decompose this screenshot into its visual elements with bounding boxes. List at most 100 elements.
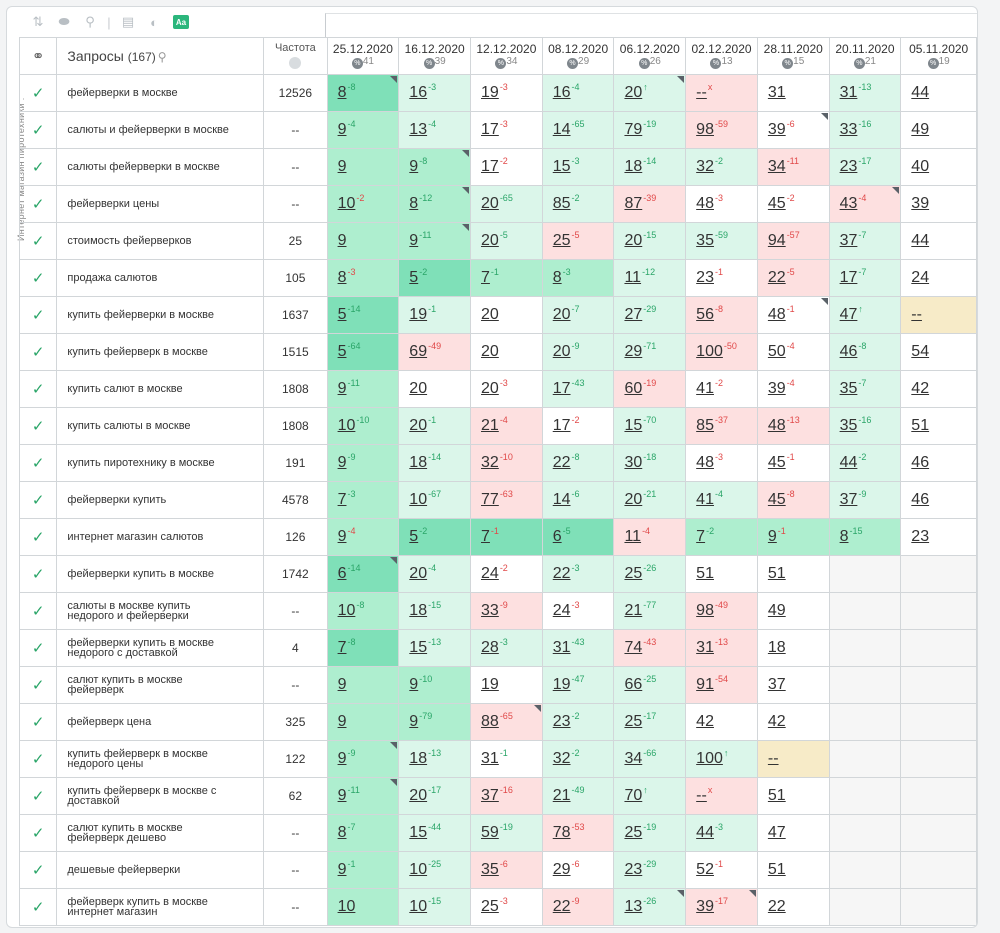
position-link[interactable]: 37 xyxy=(767,676,786,693)
position-cell[interactable]: 5-2 xyxy=(398,518,472,556)
date-column-header[interactable]: 08.12.2020% 29 xyxy=(541,37,615,75)
position-cell[interactable]: 15-3 xyxy=(541,148,615,186)
check-icon[interactable]: ✓ xyxy=(18,259,58,297)
check-icon[interactable]: ✓ xyxy=(18,74,58,112)
position-cell[interactable]: 79-19 xyxy=(613,111,687,149)
queries-header[interactable]: Запросы (167) ⚲ xyxy=(56,37,265,75)
position-link[interactable]: 8 xyxy=(337,824,347,841)
position-cell[interactable]: 13-4 xyxy=(398,111,472,149)
position-cell[interactable]: 8-12 xyxy=(398,185,472,223)
position-cell[interactable]: 10-8 xyxy=(326,592,400,630)
position-link[interactable]: 46 xyxy=(911,454,930,471)
position-link[interactable]: 6 xyxy=(337,565,347,582)
position-link[interactable]: 24 xyxy=(481,565,499,582)
position-cell[interactable]: 18-14 xyxy=(613,148,687,186)
query-cell[interactable]: фейерверк купить в москве интернет магази… xyxy=(56,888,265,926)
position-link[interactable]: 66 xyxy=(624,676,643,693)
position-cell[interactable]: 98-59 xyxy=(685,111,758,149)
position-cell[interactable]: 46-8 xyxy=(828,333,902,371)
position-link[interactable]: 16 xyxy=(409,84,428,101)
link-header-icon[interactable]: ⚭ xyxy=(18,37,58,75)
position-cell[interactable]: 77-63 xyxy=(470,481,543,519)
position-cell[interactable]: 8-3 xyxy=(326,259,400,297)
position-link[interactable]: 32 xyxy=(696,158,714,175)
position-cell[interactable]: 20-7 xyxy=(541,296,615,334)
position-link[interactable]: 31 xyxy=(839,84,858,101)
position-link[interactable]: 51 xyxy=(911,417,930,434)
check-icon[interactable]: ✓ xyxy=(18,185,58,223)
position-cell[interactable]: 20 xyxy=(470,296,543,334)
position-link[interactable]: 44 xyxy=(911,232,930,249)
position-cell[interactable]: 9-11 xyxy=(326,777,400,815)
position-link[interactable]: 48 xyxy=(767,306,786,323)
position-link[interactable]: 16 xyxy=(552,84,571,101)
position-link[interactable]: 32 xyxy=(481,454,499,471)
position-cell[interactable]: 24-3 xyxy=(541,592,615,630)
position-cell[interactable]: 87-39 xyxy=(613,185,687,223)
position-link[interactable]: 15 xyxy=(552,158,571,175)
position-cell[interactable]: 35-7 xyxy=(828,370,902,408)
position-link[interactable]: 98 xyxy=(696,121,714,138)
date-column-header[interactable]: 16.12.2020% 39 xyxy=(398,37,472,75)
position-link[interactable]: 29 xyxy=(624,343,643,360)
position-cell[interactable]: 8-8 xyxy=(326,74,400,112)
position-link[interactable]: 69 xyxy=(409,343,428,360)
position-link[interactable]: -- xyxy=(696,787,707,804)
position-link[interactable]: 51 xyxy=(767,565,786,582)
position-cell[interactable]: 10-67 xyxy=(398,481,472,519)
position-link[interactable]: 8 xyxy=(552,269,562,286)
position-cell[interactable]: 35-16 xyxy=(828,407,902,445)
position-cell[interactable]: 47↑ xyxy=(828,296,902,334)
position-link[interactable]: 47 xyxy=(839,306,858,323)
position-link[interactable]: 14 xyxy=(552,491,571,508)
position-cell[interactable]: 56-8 xyxy=(685,296,758,334)
position-link[interactable]: 23 xyxy=(552,713,571,730)
position-link[interactable]: 100 xyxy=(696,750,723,767)
position-link[interactable]: 9 xyxy=(337,787,347,804)
position-cell[interactable]: 32-10 xyxy=(470,444,543,482)
check-icon[interactable]: ✓ xyxy=(18,518,58,556)
position-link[interactable]: 17 xyxy=(839,269,858,286)
position-cell[interactable]: 45-8 xyxy=(756,481,830,519)
position-cell[interactable]: 37-16 xyxy=(470,777,543,815)
position-link[interactable]: -- xyxy=(767,750,779,767)
position-cell[interactable]: 13-26 xyxy=(613,888,687,926)
position-link[interactable]: 100 xyxy=(696,343,723,360)
position-cell[interactable]: 31-13 xyxy=(828,74,902,112)
position-cell[interactable]: 10-25 xyxy=(398,851,472,889)
position-link[interactable]: 20 xyxy=(624,84,643,101)
position-link[interactable]: 45 xyxy=(767,491,786,508)
toggle-icon[interactable]: ⬬ xyxy=(58,14,70,29)
position-cell[interactable]: 10-2 xyxy=(326,185,400,223)
position-cell[interactable]: 21-49 xyxy=(541,777,615,815)
position-cell[interactable]: 48-13 xyxy=(756,407,830,445)
position-cell[interactable]: 30-18 xyxy=(613,444,687,482)
position-link[interactable]: 20 xyxy=(552,343,571,360)
position-link[interactable]: 15 xyxy=(409,639,428,656)
position-cell[interactable]: 24 xyxy=(900,259,977,297)
position-cell[interactable]: 91-54 xyxy=(685,666,758,704)
sort-icon[interactable]: ⇅ xyxy=(32,14,44,29)
query-cell[interactable]: купить фейерверки в москве xyxy=(56,296,265,334)
position-link[interactable]: 9 xyxy=(409,158,419,175)
position-link[interactable]: 60 xyxy=(624,380,643,397)
position-cell[interactable]: 9-79 xyxy=(398,703,472,741)
position-link[interactable]: 31 xyxy=(767,84,786,101)
position-cell[interactable]: 32-2 xyxy=(541,740,615,778)
position-link[interactable]: 7 xyxy=(481,528,490,545)
position-link[interactable]: 10 xyxy=(409,898,428,915)
position-cell[interactable]: 7-2 xyxy=(685,518,758,556)
position-link[interactable]: 33 xyxy=(839,121,858,138)
position-cell[interactable]: 16-3 xyxy=(398,74,472,112)
position-cell[interactable]: 37-7 xyxy=(828,222,902,260)
position-link[interactable]: 8 xyxy=(337,269,347,286)
position-link[interactable]: 25 xyxy=(624,565,643,582)
position-link[interactable]: 27 xyxy=(624,306,643,323)
position-link[interactable]: 33 xyxy=(481,602,499,619)
query-cell[interactable]: купить салют в москве xyxy=(56,370,265,408)
position-cell[interactable]: 24-2 xyxy=(470,555,543,593)
position-link[interactable]: 23 xyxy=(696,269,714,286)
check-icon[interactable]: ✓ xyxy=(18,333,58,371)
position-cell[interactable]: 8-3 xyxy=(541,259,615,297)
position-link[interactable]: 17 xyxy=(481,158,499,175)
